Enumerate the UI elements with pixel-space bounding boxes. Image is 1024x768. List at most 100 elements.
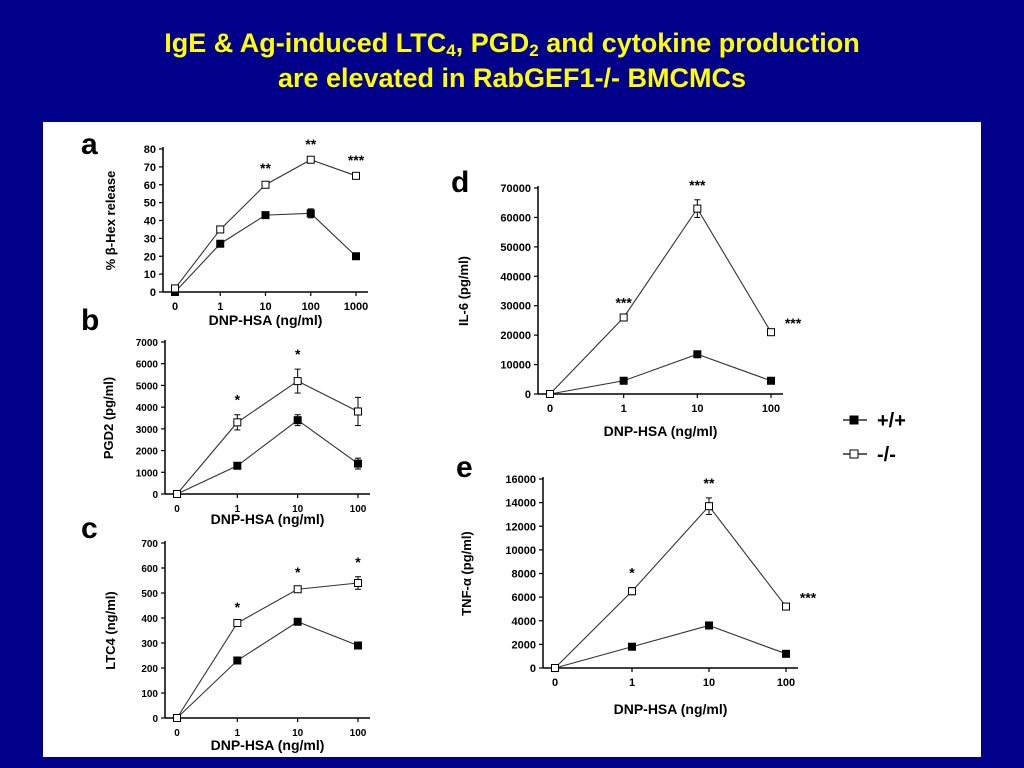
significance-marker: *	[355, 554, 361, 570]
y-tick-label: 80	[144, 144, 156, 156]
data-point	[628, 587, 636, 596]
chart-d: d 0 10000 20000 30000 40000 50000 60000 70000 0 1 1…	[451, 166, 802, 439]
significance-marker: *	[295, 564, 301, 580]
y-tick-label: 1000	[136, 468, 159, 479]
data-point	[352, 252, 360, 261]
data-point	[233, 619, 242, 627]
series-line	[554, 624, 787, 669]
legend-label: +/+	[877, 410, 906, 432]
y-tick-label: 60000	[500, 212, 531, 224]
x-axis-title: DNP-HSA (ng/ml)	[211, 511, 325, 527]
data-point	[216, 239, 225, 248]
y-axis-title: LTC4 (ng/ml)	[103, 591, 118, 669]
data-point	[233, 656, 242, 665]
significance-marker: *	[235, 599, 241, 615]
x-axis-title: DNP-HSA (ng/ml)	[614, 701, 728, 717]
y-axis-title: TNF-α (pg/ml)	[459, 531, 474, 616]
x-tick-label: 0	[174, 728, 180, 739]
legend-label: -/-	[877, 444, 896, 466]
data-point	[628, 642, 636, 651]
x-tick-label: 100	[777, 677, 795, 689]
data-point	[306, 155, 315, 164]
y-tick-label: 40000	[500, 271, 531, 283]
significance-marker: ***	[785, 315, 802, 331]
data-point	[173, 490, 181, 498]
y-tick-label: 4000	[136, 403, 159, 414]
legend: +/+ -/-	[843, 410, 906, 466]
significance-marker: *	[235, 392, 241, 408]
y-tick-label: 0	[525, 389, 531, 401]
significance-marker: ***	[348, 152, 365, 168]
y-tick-label: 400	[141, 614, 158, 625]
chart-a: a 0 10 20 30 40 50 60 70 80 0 1 10 100 1000 DNP-HSA (ng…	[81, 128, 368, 328]
data-point	[216, 225, 225, 234]
x-tick-label: 10	[259, 301, 271, 313]
y-tick-label: 20000	[500, 330, 531, 342]
data-point	[546, 390, 554, 398]
x-axis-title: DNP-HSA (ng/ml)	[209, 312, 323, 328]
data-point	[233, 418, 242, 427]
chart-c: c 0 100 200 300 400 500 600 700 0 1 10 100 DNP-HSA (n…	[81, 512, 370, 753]
y-tick-label: 6000	[512, 592, 536, 604]
series-line	[176, 419, 359, 495]
y-tick-label: 70000	[500, 183, 531, 195]
chart-e: e 0 2000 4000 6000 8000 10000 12000 14000 16000 0 1…	[456, 451, 817, 717]
title-line-1: IgE & Ag-induced LTC4, PGD2 and cytokine…	[164, 28, 860, 60]
panel-letter: b	[81, 304, 99, 337]
data-point	[693, 204, 702, 213]
data-point	[782, 602, 790, 611]
x-tick-label: 10	[292, 504, 304, 515]
x-axis-title: DNP-HSA (ng/ml)	[211, 737, 325, 753]
significance-marker: ***	[689, 177, 706, 193]
y-tick-label: 700	[141, 539, 158, 550]
y-tick-label: 0	[152, 490, 158, 501]
data-point	[293, 416, 302, 425]
x-tick-label: 10	[292, 728, 304, 739]
series-line	[554, 505, 787, 669]
series-line	[176, 621, 359, 719]
significance-marker: ***	[615, 294, 632, 310]
y-tick-label: 70	[144, 162, 156, 174]
data-point	[173, 714, 181, 722]
x-tick-label: 0	[174, 504, 180, 515]
data-point	[551, 664, 559, 672]
x-tick-label: 100	[302, 301, 320, 313]
data-point	[233, 461, 242, 470]
y-tick-label: 20	[144, 251, 156, 263]
y-tick-label: 10	[144, 269, 156, 281]
data-point	[767, 376, 775, 385]
y-tick-label: 14000	[505, 498, 536, 510]
y-tick-label: 3000	[136, 425, 159, 436]
y-tick-label: 0	[150, 287, 156, 299]
y-tick-label: 5000	[136, 381, 159, 392]
figure-panel: a 0 10 20 30 40 50 60 70 80 0 1 10 100 1000 DNP-HSA (ng…	[43, 122, 981, 757]
x-tick-label: 0	[172, 301, 178, 313]
data-point	[354, 641, 362, 650]
data-point	[354, 407, 362, 416]
y-tick-label: 0	[152, 714, 158, 725]
y-tick-label: 2000	[512, 639, 536, 651]
series-wildtype	[173, 617, 362, 722]
data-point	[293, 585, 302, 594]
data-point	[261, 211, 270, 220]
data-point	[293, 377, 302, 386]
series-knockout	[551, 497, 790, 672]
x-tick-label: 1	[217, 301, 223, 313]
y-tick-label: 4000	[512, 616, 536, 628]
x-tick-label: 1	[629, 677, 635, 689]
x-axis-title: DNP-HSA (ng/ml)	[604, 423, 718, 439]
y-tick-label: 300	[141, 639, 158, 650]
series-line	[176, 380, 359, 495]
data-point	[619, 313, 628, 322]
significance-marker: **	[704, 475, 715, 491]
legend-item: -/-	[843, 444, 896, 466]
y-tick-label: 30	[144, 233, 156, 245]
y-tick-label: 40	[144, 216, 156, 228]
data-point	[619, 376, 628, 385]
y-tick-label: 0	[530, 663, 536, 675]
series-wildtype	[546, 350, 775, 398]
significance-marker: *	[295, 346, 301, 362]
data-point	[705, 621, 713, 630]
